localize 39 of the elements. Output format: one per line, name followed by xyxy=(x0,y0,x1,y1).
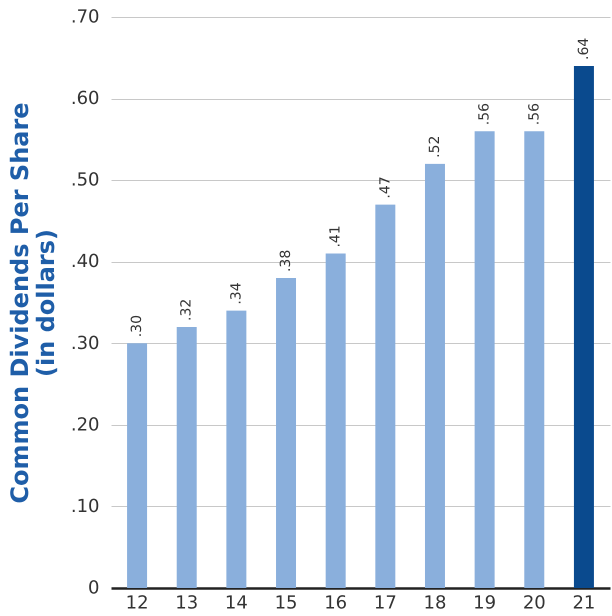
x-tick-label: 21 xyxy=(572,592,596,614)
y-axis-title: Common Dividends Per Share (in dollars) xyxy=(6,102,60,504)
x-tick-label: 16 xyxy=(324,592,348,614)
y-tick-label: .60 xyxy=(70,88,100,110)
bar xyxy=(424,164,445,588)
data-label: .41 xyxy=(328,225,344,248)
x-tick-label: 20 xyxy=(522,592,546,614)
data-label: .64 xyxy=(576,38,592,60)
bar xyxy=(226,310,246,588)
x-tick-label: 18 xyxy=(424,592,446,614)
y-tick-label: .40 xyxy=(70,251,100,272)
bar xyxy=(524,131,544,588)
x-tick-label: 17 xyxy=(374,592,397,614)
bar xyxy=(375,204,396,588)
data-label: .32 xyxy=(178,298,195,321)
bar xyxy=(474,131,495,588)
y-tick-label: .10 xyxy=(70,496,100,517)
y-tick-label: 0 xyxy=(88,578,100,598)
x-tick-label: 19 xyxy=(473,592,496,614)
y-tick-label: .50 xyxy=(70,170,100,191)
bar xyxy=(574,66,594,588)
x-tick-label: 13 xyxy=(175,592,198,614)
y-tick-label: .20 xyxy=(70,414,100,436)
data-label: .38 xyxy=(278,250,294,272)
x-tick-label: 14 xyxy=(224,592,248,614)
x-tick-label: 15 xyxy=(274,592,298,614)
data-label: .56 xyxy=(526,102,542,126)
data-label: .47 xyxy=(377,176,394,199)
bar xyxy=(127,343,148,588)
bar xyxy=(326,254,346,588)
y-tick-label: .70 xyxy=(70,6,100,28)
data-label: .52 xyxy=(426,136,443,158)
bar xyxy=(176,326,197,588)
data-label: .34 xyxy=(228,282,244,305)
x-tick-label: 12 xyxy=(126,592,149,614)
data-label: .56 xyxy=(476,102,493,126)
data-label: .30 xyxy=(129,315,146,338)
bar xyxy=(276,278,296,588)
y-tick-label: .30 xyxy=(70,332,100,354)
